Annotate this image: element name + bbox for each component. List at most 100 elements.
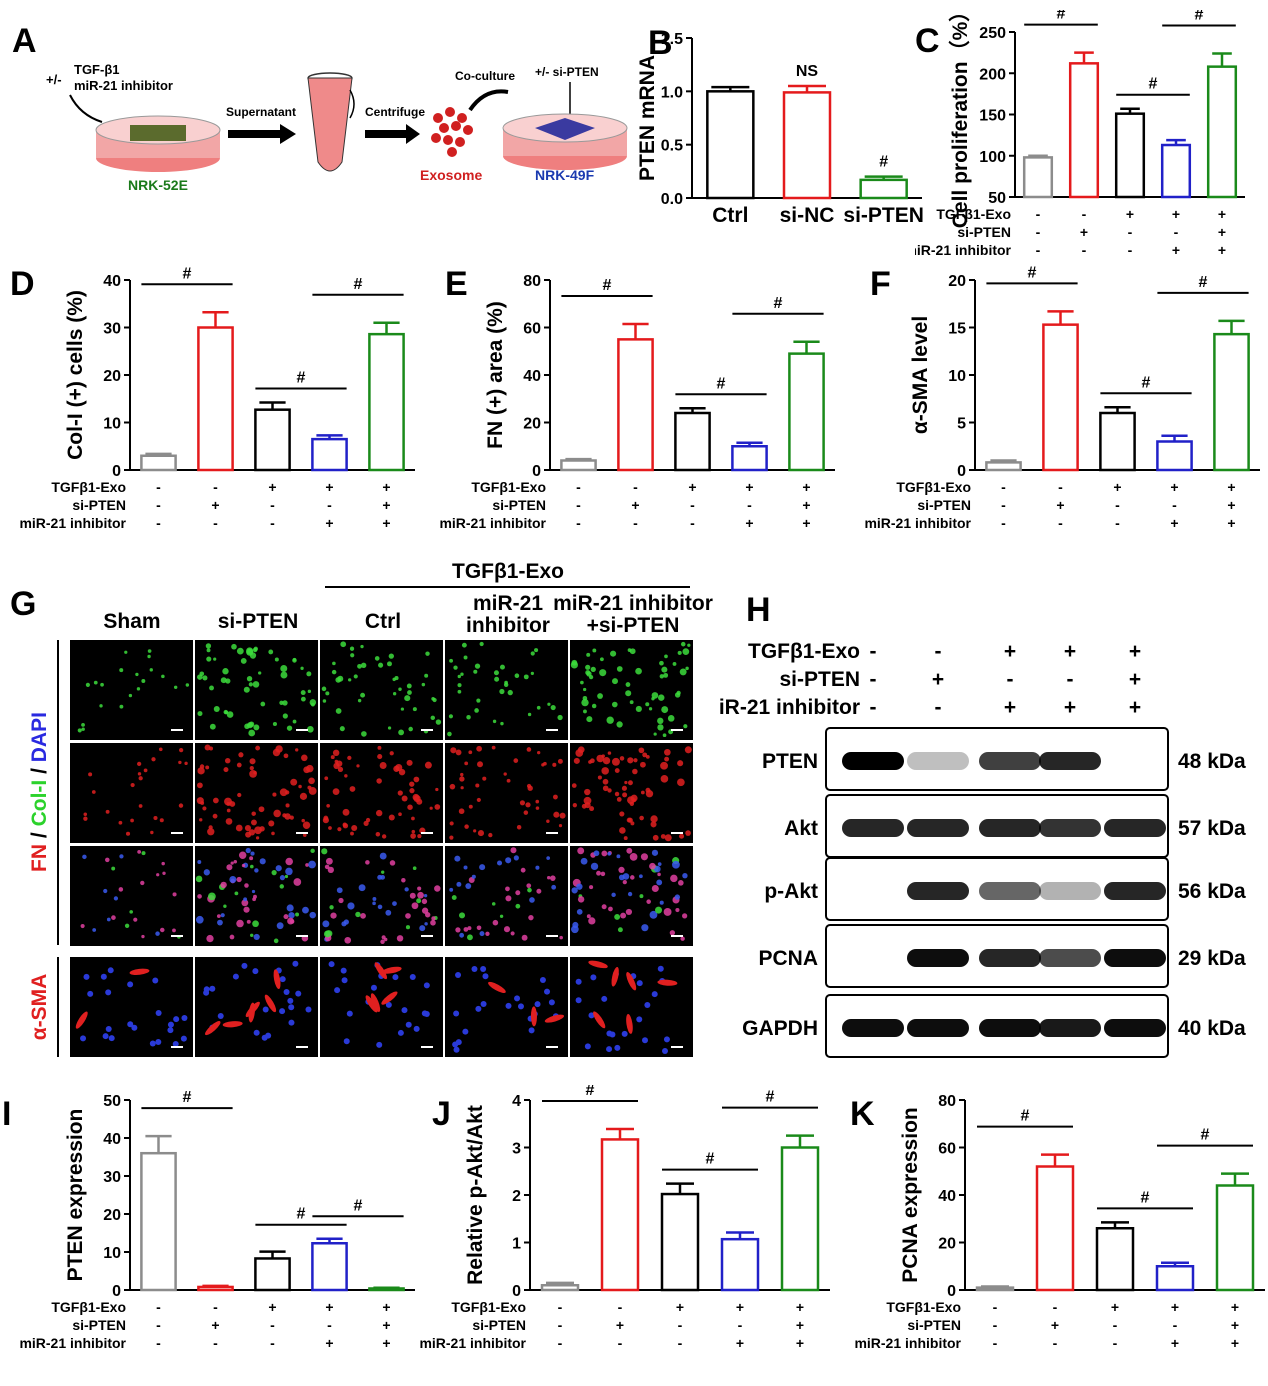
blot-band	[979, 752, 1041, 770]
fluorescence-spot	[459, 912, 466, 919]
fluorescence-spot	[434, 885, 441, 892]
fluorescence-spot	[664, 748, 671, 756]
fluorescence-spot	[608, 906, 613, 912]
fluorescence-spot	[216, 914, 221, 918]
fluorescence-spot	[589, 806, 595, 812]
fluorescence-spot	[337, 675, 344, 682]
condition-sign: -	[576, 479, 581, 495]
fluorescence-spot	[477, 761, 484, 768]
fluorescence-spot	[380, 870, 385, 874]
fluorescence-spot	[360, 912, 366, 919]
nucleus	[253, 1029, 260, 1036]
condition-sign: -	[1053, 1335, 1058, 1351]
blot-name: PCNA	[758, 947, 818, 970]
condition-sign: -	[618, 1299, 623, 1315]
column-header: inhibitor	[466, 614, 550, 637]
stain-label-part: Col-I	[28, 780, 51, 827]
fluorescence-spot	[253, 894, 257, 899]
micrograph-tile	[195, 640, 318, 740]
fluorescence-spot	[184, 761, 188, 766]
nucleus	[663, 1036, 670, 1043]
fluorescence-spot	[630, 821, 635, 826]
fluorescence-spot	[199, 818, 203, 822]
nucleus	[409, 974, 416, 981]
fluorescence-spot	[592, 648, 597, 653]
nucleus	[453, 1010, 460, 1017]
fluorescence-spot	[466, 714, 471, 720]
fluorescence-spot	[657, 724, 664, 731]
bar	[1099, 411, 1136, 472]
fluorescence-spot	[252, 681, 260, 688]
condition-sign: +	[325, 479, 333, 495]
fluorescence-spot	[479, 931, 485, 937]
fluorescence-spot	[431, 916, 436, 921]
fluorescence-spot	[308, 860, 316, 869]
fluorescence-spot	[138, 776, 143, 781]
fluorescence-spot	[580, 680, 584, 685]
molecular-weight: 40 kDa	[1178, 1017, 1246, 1040]
y-tick-label: 20	[103, 368, 121, 385]
fluorescence-spot	[81, 727, 85, 731]
nucleus	[283, 989, 290, 996]
fluorescence-spot	[536, 705, 541, 710]
condition-sign: +	[1129, 668, 1141, 691]
fluorescence-spot	[205, 643, 212, 649]
nucleus	[455, 971, 462, 978]
y-tick-label: 5	[957, 416, 966, 433]
condition-sign: +	[1170, 479, 1178, 495]
fluorescence-spot	[519, 800, 526, 806]
condition-sign: +	[1218, 242, 1226, 258]
y-tick-label: 0	[112, 1283, 121, 1300]
condition-sign: -	[1001, 479, 1006, 495]
bar	[560, 459, 597, 472]
fluorescence-spot	[678, 880, 684, 886]
cell-label-nrk52e: NRK-52E	[128, 177, 188, 193]
condition-sign: +	[382, 1299, 390, 1315]
condition-sign: +	[1231, 1317, 1239, 1333]
fluorescence-spot	[404, 695, 411, 702]
nucleus	[173, 1016, 180, 1023]
blot-name: p-Akt	[764, 880, 818, 903]
panel-f-label: F	[870, 265, 891, 303]
fluorescence-spot	[138, 804, 143, 808]
y-tick-label: 4	[512, 1093, 521, 1110]
fluorescence-spot	[546, 819, 550, 823]
nucleus	[217, 1013, 224, 1020]
fluorescence-spot	[463, 927, 469, 932]
fluorescence-spot	[336, 887, 343, 894]
significance-label: #	[1149, 76, 1158, 93]
nucleus	[480, 1001, 487, 1008]
fluorescence-spot	[479, 864, 486, 871]
micrograph-tile	[570, 640, 693, 740]
fluorescence-spot	[387, 726, 392, 730]
fluorescence-spot	[464, 761, 469, 766]
fluorescence-spot	[523, 674, 529, 680]
sma-cell	[365, 995, 378, 1013]
fluorescence-spot	[275, 865, 282, 872]
fluorescence-spot	[283, 753, 289, 759]
fluorescence-spot	[645, 787, 651, 793]
fluorescence-spot	[295, 748, 299, 752]
blot-band	[907, 949, 969, 967]
fluorescence-spot	[503, 926, 511, 933]
nucleus	[471, 966, 478, 973]
fluorescence-spot	[387, 661, 392, 667]
fluorescence-spot	[602, 778, 609, 785]
fluorescence-spot	[405, 913, 411, 919]
nucleus	[401, 1007, 408, 1014]
condition-sign: +	[1172, 242, 1180, 258]
fluorescence-spot	[621, 785, 627, 791]
fluorescence-spot	[246, 647, 254, 655]
condition-sign: +	[325, 1299, 333, 1315]
significance-label: #	[586, 1085, 595, 1099]
bar	[600, 1138, 640, 1292]
fluorescence-spot	[337, 827, 342, 832]
si-pten-label: +/- si-PTEN	[535, 65, 599, 79]
molecular-weight: 57 kDa	[1178, 817, 1246, 840]
micrograph-tile	[195, 743, 318, 843]
y-tick-label: 1.5	[661, 31, 683, 48]
condition-sign: -	[1001, 515, 1006, 531]
fluorescence-spot	[276, 922, 284, 930]
fluorescence-spot	[629, 853, 638, 861]
blot-band	[1104, 1019, 1166, 1037]
